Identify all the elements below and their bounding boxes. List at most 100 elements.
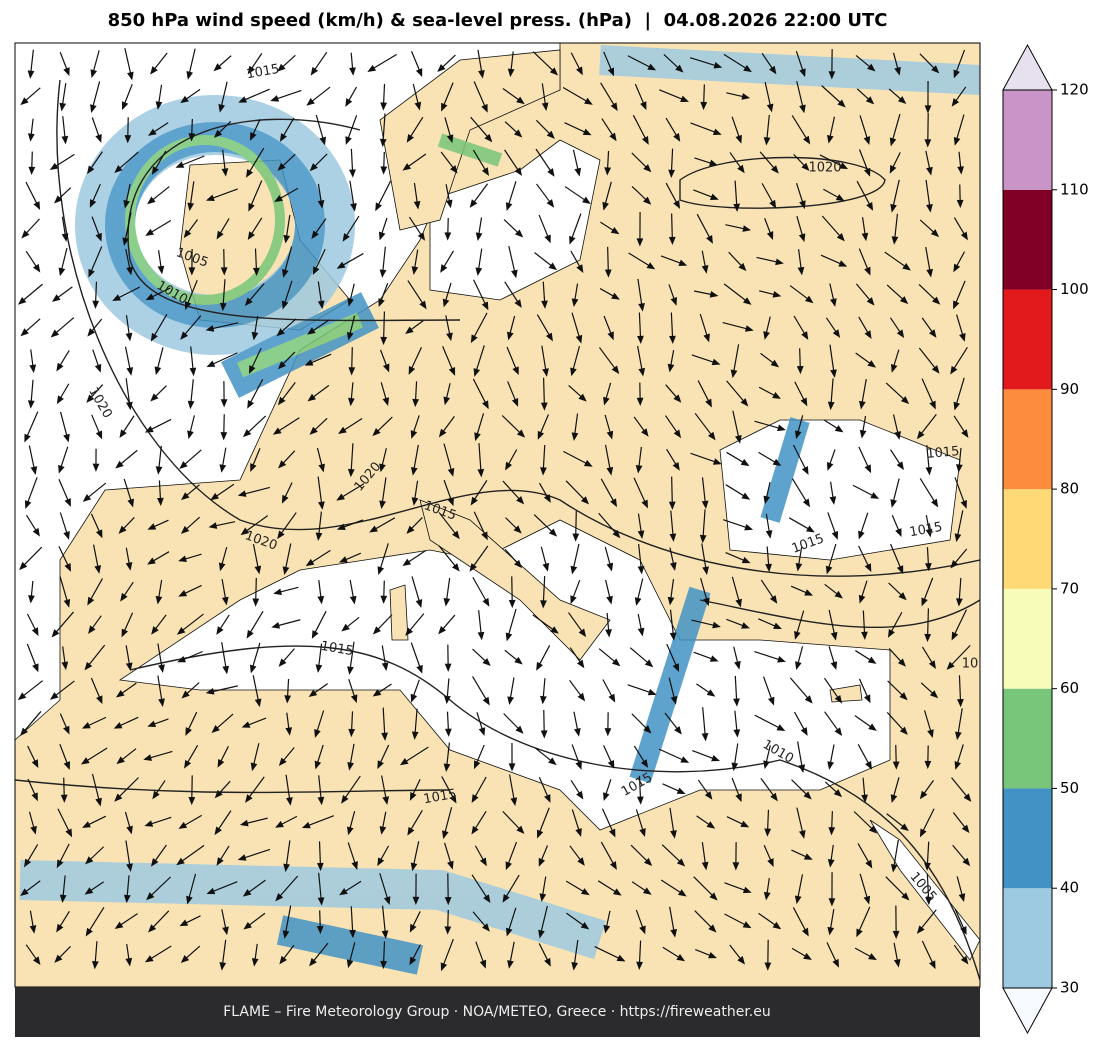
wind-arrow-head	[249, 132, 257, 141]
wind-arrow-head	[477, 469, 485, 478]
wind-arrow	[87, 907, 105, 933]
wind-arrow-head	[444, 897, 452, 906]
wind-arrow-head	[94, 363, 102, 373]
wind-arrow-head	[703, 333, 710, 343]
wind-arrow-head	[348, 728, 356, 738]
wind-arrow	[573, 413, 579, 437]
wind-arrow-head	[113, 722, 123, 729]
wind-arrow-head	[377, 760, 384, 770]
wind-arrow	[53, 317, 75, 335]
wind-arrow-head	[831, 531, 839, 540]
wind-arrow-head	[765, 563, 772, 573]
wind-arrow-head	[647, 688, 657, 696]
wind-arrow-head	[712, 621, 721, 629]
wind-arrow-head	[603, 396, 610, 406]
wind-arrow	[254, 248, 258, 272]
wind-arrow-head	[185, 727, 192, 736]
wind-arrow	[723, 283, 749, 303]
wind-arrow-head	[307, 393, 317, 402]
wind-arrow	[444, 117, 452, 139]
wind-arrow-head	[446, 332, 453, 342]
wind-arrow	[157, 675, 163, 703]
wind-arrow	[570, 213, 582, 241]
wind-arrow	[247, 147, 265, 175]
wind-arrow	[249, 217, 263, 237]
wind-arrow-head	[336, 261, 346, 269]
wind-arrow-head	[89, 199, 97, 208]
wind-arrow	[315, 710, 325, 734]
wind-arrow-head	[802, 498, 811, 508]
wind-arrow-head	[514, 559, 523, 569]
colorbar-tick-label: 60	[1060, 679, 1079, 697]
wind-arrow	[798, 249, 802, 271]
wind-arrow	[340, 519, 364, 529]
wind-arrow-head	[452, 530, 460, 540]
colorbar-tick-label: 90	[1060, 380, 1079, 398]
wind-arrow-head	[176, 627, 186, 635]
wind-arrow	[542, 281, 546, 305]
wind-arrow-head	[278, 757, 287, 767]
wind-arrow-head	[643, 725, 652, 734]
wind-arrow-head	[861, 794, 868, 803]
wind-arrow-head	[508, 763, 516, 772]
wind-arrow-head	[145, 228, 154, 236]
wind-arrow	[438, 545, 458, 569]
wind-arrow-head	[65, 828, 73, 838]
wind-arrow	[116, 286, 140, 300]
wind-arrow-head	[899, 296, 909, 305]
wind-arrow-head	[507, 696, 514, 706]
wind-arrow-head	[740, 458, 750, 467]
wind-arrow	[185, 745, 199, 765]
wind-arrow-head	[889, 137, 897, 147]
wind-arrow	[116, 777, 140, 799]
wind-arrow	[24, 218, 40, 236]
wind-arrow-head	[576, 66, 583, 76]
wind-arrow-head	[282, 269, 289, 278]
wind-arrow	[734, 675, 738, 703]
wind-arrow	[951, 777, 969, 799]
wind-arrow	[117, 716, 139, 728]
wind-arrow-head	[516, 825, 525, 834]
wind-arrow-head	[734, 660, 741, 670]
wind-arrow-head	[737, 164, 745, 174]
wind-arrow-head	[345, 136, 352, 145]
wind-arrow-head	[604, 269, 612, 278]
wind-arrow-head	[772, 921, 782, 930]
wind-arrow	[283, 280, 293, 306]
wind-arrow	[94, 281, 98, 305]
wind-arrow	[796, 807, 804, 835]
contour-label: 1015	[245, 62, 280, 83]
wind-arrow	[664, 712, 680, 732]
wind-arrow-head	[735, 793, 742, 803]
wind-arrow-head	[316, 862, 324, 872]
wind-arrow-head	[830, 661, 838, 671]
wind-arrow-head	[799, 200, 806, 210]
wind-arrow	[540, 905, 548, 935]
wind-arrow	[252, 544, 260, 570]
wind-arrow-head	[377, 566, 385, 576]
wind-arrow	[925, 179, 931, 209]
wind-arrow	[857, 743, 871, 767]
wind-arrow	[723, 53, 749, 71]
wind-arrow-head	[341, 623, 350, 632]
wind-arrow-head	[711, 754, 720, 762]
wind-arrow	[379, 543, 389, 571]
wind-arrow-head	[776, 724, 786, 731]
wind-arrow-head	[279, 133, 287, 142]
wind-arrow-head	[953, 136, 961, 146]
wind-arrow	[478, 610, 482, 636]
wind-arrow	[23, 87, 41, 103]
wind-arrow-head	[383, 896, 391, 906]
wind-arrow-head	[764, 828, 772, 837]
wind-arrow	[734, 710, 738, 734]
wind-arrow	[242, 486, 270, 496]
wind-arrow	[861, 378, 867, 406]
wind-arrow-head	[347, 468, 355, 478]
wind-arrow	[754, 714, 782, 730]
wind-arrow-head	[92, 300, 100, 309]
wind-arrow-head	[583, 459, 593, 467]
wind-arrow-head	[238, 96, 248, 103]
wind-arrow-head	[121, 101, 129, 111]
wind-arrow-head	[958, 893, 966, 903]
wind-arrow-head	[440, 264, 448, 273]
